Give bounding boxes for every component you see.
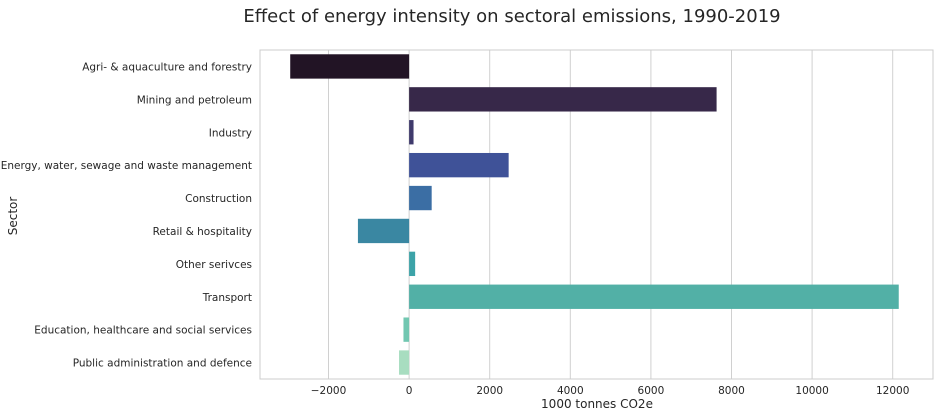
y-category-label: Mining and petroleum: [137, 94, 252, 106]
bar: [409, 120, 414, 145]
bar: [409, 152, 509, 178]
x-tick-label: 8000: [718, 385, 745, 397]
y-category-label: Education, healthcare and social service…: [34, 325, 252, 337]
bars: [290, 54, 899, 375]
category-labels: Agri- & aquaculture and forestry Mining a…: [1, 61, 252, 369]
x-tick-label: 6000: [638, 385, 665, 397]
bar: [357, 218, 410, 244]
chart-title: Effect of energy intensity on sectoral e…: [243, 6, 780, 27]
x-tick-label: 0: [406, 385, 413, 397]
y-category-label: Industry: [209, 127, 252, 139]
x-tick-label: 4000: [557, 385, 584, 397]
y-category-label: Agri- & aquaculture and forestry: [82, 61, 252, 73]
y-category-label: Transport: [202, 292, 252, 304]
bar: [290, 54, 410, 79]
x-axis-label: 1000 tonnes CO2e: [541, 397, 653, 411]
x-tick-label: −2000: [311, 385, 347, 397]
bar: [409, 87, 717, 112]
y-category-label: Energy, water, sewage and waste manageme…: [1, 160, 252, 172]
y-axis-label: Sector: [6, 197, 20, 236]
y-category-label: Construction: [185, 193, 252, 205]
bar: [409, 185, 432, 211]
x-tick-labels: −2000 0 2000 4000 6000 8000 10000 12000: [311, 385, 910, 397]
y-category-label: Retail & hospitality: [153, 226, 252, 238]
y-category-label: Other serivces: [176, 259, 252, 271]
y-category-label: Public administration and defence: [73, 358, 252, 370]
plot-frame: [259, 49, 934, 380]
bar: [403, 317, 410, 342]
x-tick-label: 12000: [876, 385, 909, 397]
bar: [409, 284, 899, 309]
x-tick-label: 2000: [476, 385, 503, 397]
x-tick-label: 10000: [795, 385, 828, 397]
bar: [409, 251, 416, 277]
bar: [399, 350, 410, 375]
